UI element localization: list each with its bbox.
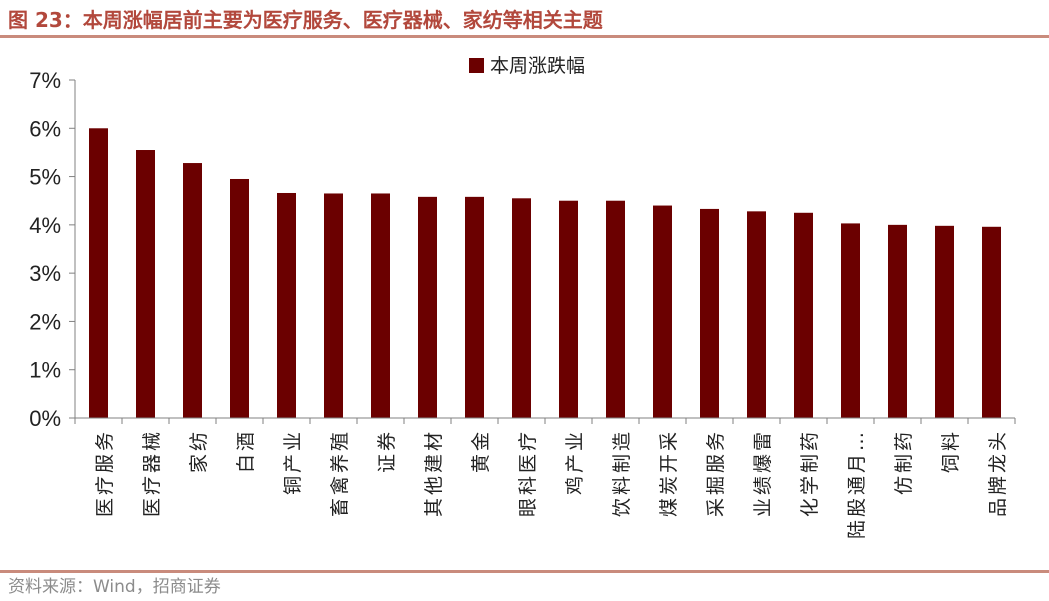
bars: [89, 128, 1001, 418]
x-tick-label-text: 业绩爆雷: [752, 429, 774, 517]
bar: [89, 128, 108, 418]
x-tick-label-text: 铜产业: [282, 429, 304, 495]
x-tick-label: 饲料: [940, 429, 962, 473]
x-tick-label: 煤炭开采: [658, 429, 680, 517]
x-tick-label-text: 证券: [376, 429, 398, 473]
x-tick-label: 医疗服务: [94, 429, 116, 517]
x-tick-label-text: 饮料制造: [611, 429, 633, 517]
bar: [982, 226, 1001, 418]
x-tick-label-text: 白酒: [235, 429, 257, 473]
x-tick-label: 业绩爆雷: [752, 429, 774, 517]
bar: [277, 192, 296, 418]
bar: [465, 196, 484, 418]
x-tick-label-text: 医疗服务: [94, 429, 116, 517]
x-tick-label-text: 眼科医疗: [517, 429, 539, 517]
y-tick-label: 2%: [29, 309, 61, 334]
bar-chart: 本周涨跌幅 0% 1% 2% 3% 4% 5% 6% 7% 医疗服务 医疗器械 家纺 白酒 铜产业 畜禽…: [29, 55, 1016, 539]
title-rule: [0, 35, 1049, 38]
bar: [559, 200, 578, 418]
y-tick-label: 6%: [29, 116, 61, 141]
x-tick-label: 其他建材: [423, 429, 445, 517]
bar: [606, 200, 625, 418]
x-tick-label: 医疗器械: [141, 429, 163, 517]
y-tick-label: 1%: [29, 358, 61, 383]
x-tick-label-text: 品牌龙头: [987, 429, 1009, 517]
figure-title: 图 23：本周涨幅居前主要为医疗服务、医疗器械、家纺等相关主题: [8, 8, 603, 32]
x-tick-label-text: 饲料: [940, 429, 962, 473]
x-tick-label: 黄金: [470, 429, 492, 473]
bar: [747, 211, 766, 418]
bar: [700, 208, 719, 418]
x-tick-label: 饮料制造: [611, 429, 633, 517]
x-tick-label-text: 其他建材: [423, 429, 445, 517]
x-tick-label-text: 黄金: [470, 429, 492, 473]
x-tick-label: 白酒: [235, 429, 257, 473]
x-tick-label: 采掘服务: [705, 429, 727, 517]
x-tick-label: 陆股通月…: [846, 429, 868, 539]
x-tick-label-text: 仿制药: [893, 429, 915, 495]
legend-swatch: [469, 58, 484, 73]
bar: [841, 223, 860, 418]
x-tick-label: 家纺: [188, 429, 210, 473]
bar: [512, 198, 531, 418]
bar: [324, 193, 343, 418]
y-axis: 0% 1% 2% 3% 4% 5% 6% 7%: [29, 68, 76, 431]
x-tick-label-text: 畜禽养殖: [329, 429, 351, 517]
x-tick-label-text: 家纺: [188, 429, 210, 473]
x-tick-label-text: 鸡产业: [564, 429, 586, 495]
y-tick-label: 3%: [29, 261, 61, 286]
legend-label: 本周涨跌幅: [490, 55, 585, 77]
source-note: 资料来源：Wind，招商证券: [8, 577, 221, 597]
x-tick-label-text: 医疗器械: [141, 429, 163, 517]
footer-rule: [0, 570, 1049, 573]
bar: [136, 150, 155, 418]
bar: [183, 163, 202, 418]
x-tick-label: 化学制药: [799, 429, 821, 517]
y-tick-label: 4%: [29, 213, 61, 238]
bar: [888, 224, 907, 418]
y-tick-label: 7%: [29, 68, 61, 93]
bar: [794, 212, 813, 418]
bar: [371, 193, 390, 418]
x-axis: 医疗服务 医疗器械 家纺 白酒 铜产业 畜禽养殖 证券 其他建材 黄金 眼科医疗 鸡产业 饮料制造 煤炭…: [74, 417, 1016, 539]
y-tick-label: 5%: [29, 165, 61, 190]
bar: [935, 225, 954, 418]
bar: [418, 196, 437, 418]
x-tick-label: 眼科医疗: [517, 429, 539, 517]
bar: [230, 178, 249, 418]
x-tick-label: 铜产业: [282, 429, 304, 495]
x-tick-label: 畜禽养殖: [329, 429, 351, 517]
x-tick-label-text: 采掘服务: [705, 429, 727, 517]
x-tick-label: 证券: [376, 429, 398, 473]
legend: 本周涨跌幅: [469, 55, 585, 77]
bar: [653, 205, 672, 418]
x-tick-label: 鸡产业: [564, 429, 586, 495]
x-tick-label-text: 陆股通月…: [846, 429, 868, 539]
x-tick-label: 仿制药: [893, 429, 915, 495]
x-tick-label-text: 化学制药: [799, 429, 821, 517]
x-tick-label: 品牌龙头: [987, 429, 1009, 517]
x-tick-label-text: 煤炭开采: [658, 429, 680, 517]
y-tick-label: 0%: [29, 406, 61, 431]
